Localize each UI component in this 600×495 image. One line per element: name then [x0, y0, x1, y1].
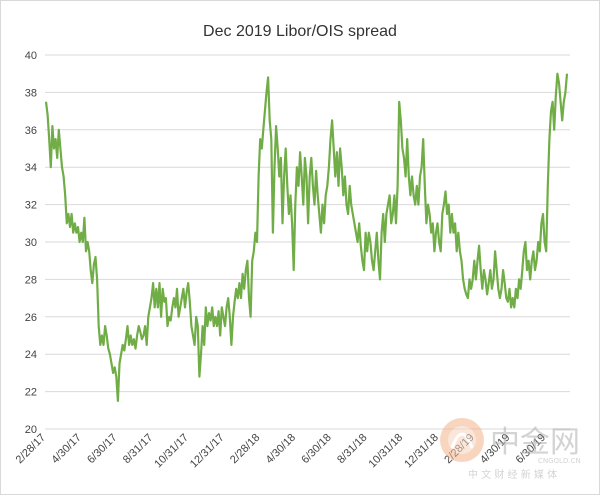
- x-tick-label: 8/31/17: [121, 432, 155, 466]
- y-tick-label: 26: [25, 312, 37, 324]
- x-tick-label: 4/30/18: [264, 432, 298, 466]
- x-tick-label: 2/28/18: [228, 432, 262, 466]
- watermark-sub-text: 中 文 财 经 新 媒 体: [468, 468, 557, 481]
- y-tick-label: 36: [25, 125, 37, 137]
- series-line-0: [44, 72, 569, 402]
- watermark-url-text: CNGOLD.CN: [538, 457, 581, 465]
- watermark-logo-icon: [440, 418, 484, 462]
- series-layer: [44, 72, 569, 402]
- y-tick-label: 20: [25, 424, 37, 436]
- x-tick-label: 8/31/18: [335, 432, 369, 466]
- y-tick-label: 40: [25, 50, 37, 62]
- y-tick-label: 30: [25, 237, 37, 249]
- grid-lines: [45, 54, 570, 430]
- x-tick-label: 6/30/17: [85, 432, 119, 466]
- y-tick-label: 24: [25, 349, 37, 361]
- watermark: 中金网 CNGOLD.CN 中 文 财 经 新 媒 体: [440, 418, 581, 481]
- x-tick-label: 12/31/17: [188, 432, 227, 471]
- x-tick-label: 6/30/18: [299, 432, 333, 466]
- watermark-main-text: 中金网: [490, 425, 580, 460]
- y-tick-label: 32: [25, 200, 37, 212]
- y-tick-label: 22: [25, 387, 37, 399]
- x-tick-label: 10/31/17: [152, 432, 191, 471]
- x-tick-label: 2/28/17: [14, 432, 48, 466]
- x-tick-label: 4/30/17: [49, 432, 83, 466]
- y-tick-label: 38: [25, 87, 37, 99]
- x-tick-label: 10/31/18: [366, 432, 405, 471]
- y-tick-label: 34: [25, 162, 37, 174]
- y-axis-ticks: 20 22 24 26 28 30 32 34 36 38 40: [25, 50, 37, 436]
- x-tick-label: 12/31/18: [402, 432, 441, 471]
- y-tick-label: 28: [25, 274, 37, 286]
- chart-title: Dec 2019 Libor/OIS spread: [203, 23, 397, 40]
